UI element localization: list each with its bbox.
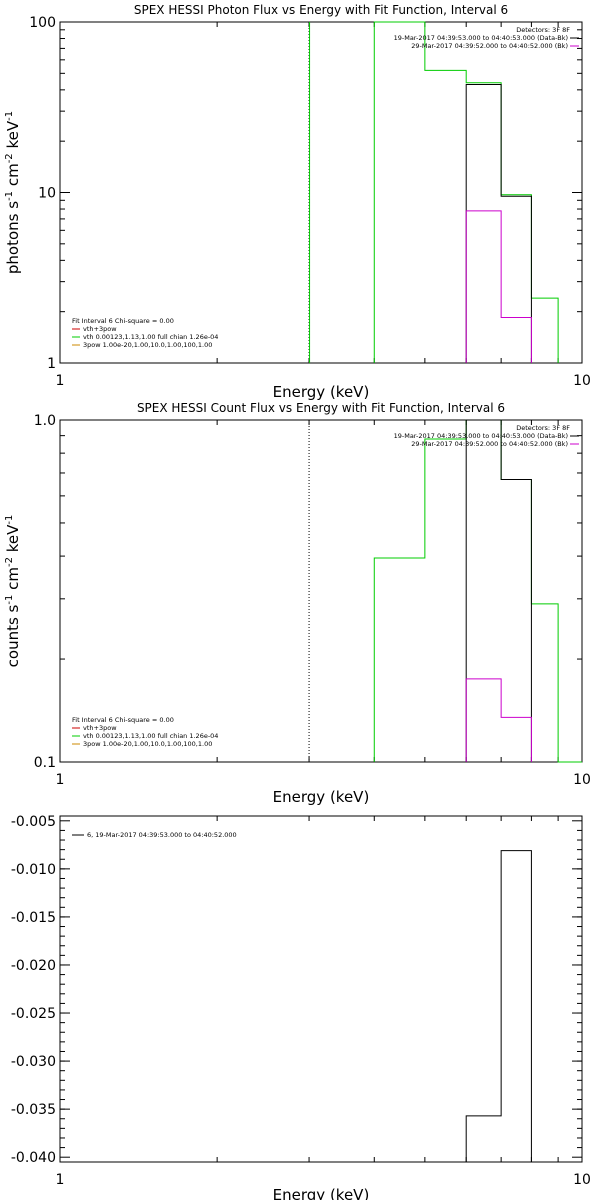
y-label-exponent: -1 <box>4 515 15 525</box>
y-tick-label: -0.010 <box>11 862 56 878</box>
series-2-step-line <box>465 678 532 762</box>
y-tick-label: 1.0 <box>34 413 56 429</box>
y-label-exponent: -2 <box>4 557 15 567</box>
legend-fit-component: 3pow 1.00e-20,1.00,10.0,1.00,100,1.00 <box>83 740 212 748</box>
y-tick-label: -0.025 <box>11 1006 56 1022</box>
legend-fit-component: vth 0.00123,1.13,1.00 full chian 1.26e-0… <box>83 333 218 341</box>
y-tick-label: -0.040 <box>11 1150 56 1166</box>
series-0-step-line <box>373 21 559 363</box>
y-axis-label: counts s-1 cm-2 keV-1 <box>4 515 22 668</box>
chart-title: SPEX HESSI Photon Flux vs Energy with Fi… <box>134 3 508 17</box>
legend-fit-component: 3pow 1.00e-20,1.00,10.0,1.00,100,1.00 <box>83 341 212 349</box>
x-axis-label: Energy (keV) <box>273 1186 370 1200</box>
y-tick-label: 100 <box>29 15 56 31</box>
legend-time-range: 19-Mar-2017 04:39:53.000 to 04:40:53.000… <box>394 34 568 42</box>
y-tick-label: 1 <box>47 356 56 372</box>
x-tick-label: 1 <box>56 373 65 389</box>
x-tick-label: 1 <box>56 1172 65 1188</box>
residuals-panel: 1 10 Energy (keV) -0.005 -0.010 -0.015 -0.020 -… <box>11 814 591 1200</box>
y-tick-label: 10 <box>38 186 56 202</box>
legend-fit-title: Fit Interval 6 Chi-square = 0.00 <box>72 716 174 724</box>
y-label-part: keV <box>4 120 22 153</box>
y-label-exponent: -1 <box>4 191 15 201</box>
y-label-part: photons s <box>4 201 22 274</box>
y-tick-label: 0.1 <box>34 755 56 771</box>
y-tick-label: -0.015 <box>11 910 56 926</box>
x-tick-label: 10 <box>573 1172 591 1188</box>
legend-detectors: Detectors: 3F 8F <box>516 424 570 432</box>
y-label-exponent: -1 <box>4 595 15 605</box>
x-tick-label: 1 <box>56 772 65 788</box>
y-label-exponent: -2 <box>4 153 15 163</box>
count-flux-panel: SPEX HESSI Count Flux vs Energy with Fit… <box>4 401 591 806</box>
series-0-step-line <box>465 850 532 1162</box>
legend-interval: 6, 19-Mar-2017 04:39:53.000 to 04:40:52.… <box>87 831 237 839</box>
legend-fit-component: vth+3pow <box>83 325 117 333</box>
series-2-step-line <box>465 210 532 363</box>
y-label-part: cm <box>4 163 22 191</box>
legend-fit-title: Fit Interval 6 Chi-square = 0.00 <box>72 317 174 325</box>
y-tick-label: -0.005 <box>11 814 56 830</box>
plot-frame <box>59 815 583 1163</box>
plot-frame <box>59 419 583 763</box>
y-label-part: keV <box>4 524 22 557</box>
legend-time-range: 29-Mar-2017 04:39:52.000 to 04:40:52.000… <box>411 440 568 448</box>
x-tick-label: 10 <box>573 772 591 788</box>
y-label-part: cm <box>4 567 22 595</box>
legend-detectors: Detectors: 3F 8F <box>516 26 570 34</box>
chart-title: SPEX HESSI Count Flux vs Energy with Fit… <box>137 401 505 415</box>
plot-frame <box>59 21 583 364</box>
y-tick-label: -0.020 <box>11 958 56 974</box>
y-tick-label: -0.035 <box>11 1102 56 1118</box>
x-axis-label: Energy (keV) <box>273 383 370 401</box>
series-0-step-line <box>373 419 582 763</box>
series-1-step-line <box>465 83 532 363</box>
y-tick-label: -0.030 <box>11 1054 56 1070</box>
photon-flux-panel: SPEX HESSI Photon Flux vs Energy with Fi… <box>4 3 591 401</box>
legend-time-range: 29-Mar-2017 04:39:52.000 to 04:40:52.000… <box>411 42 568 50</box>
series-1-step-line <box>465 419 532 762</box>
legend-time-range: 19-Mar-2017 04:39:53.000 to 04:40:53.000… <box>394 432 568 440</box>
legend-fit-component: vth 0.00123,1.13,1.00 full chian 1.26e-0… <box>83 732 218 740</box>
y-label-part: counts s <box>4 604 22 667</box>
legend-fit-component: vth+3pow <box>83 724 117 732</box>
y-axis-label: photons s-1 cm-2 keV-1 <box>4 111 22 274</box>
y-label-exponent: -1 <box>4 111 15 121</box>
x-axis-label: Energy (keV) <box>273 788 370 806</box>
x-tick-label: 10 <box>573 373 591 389</box>
